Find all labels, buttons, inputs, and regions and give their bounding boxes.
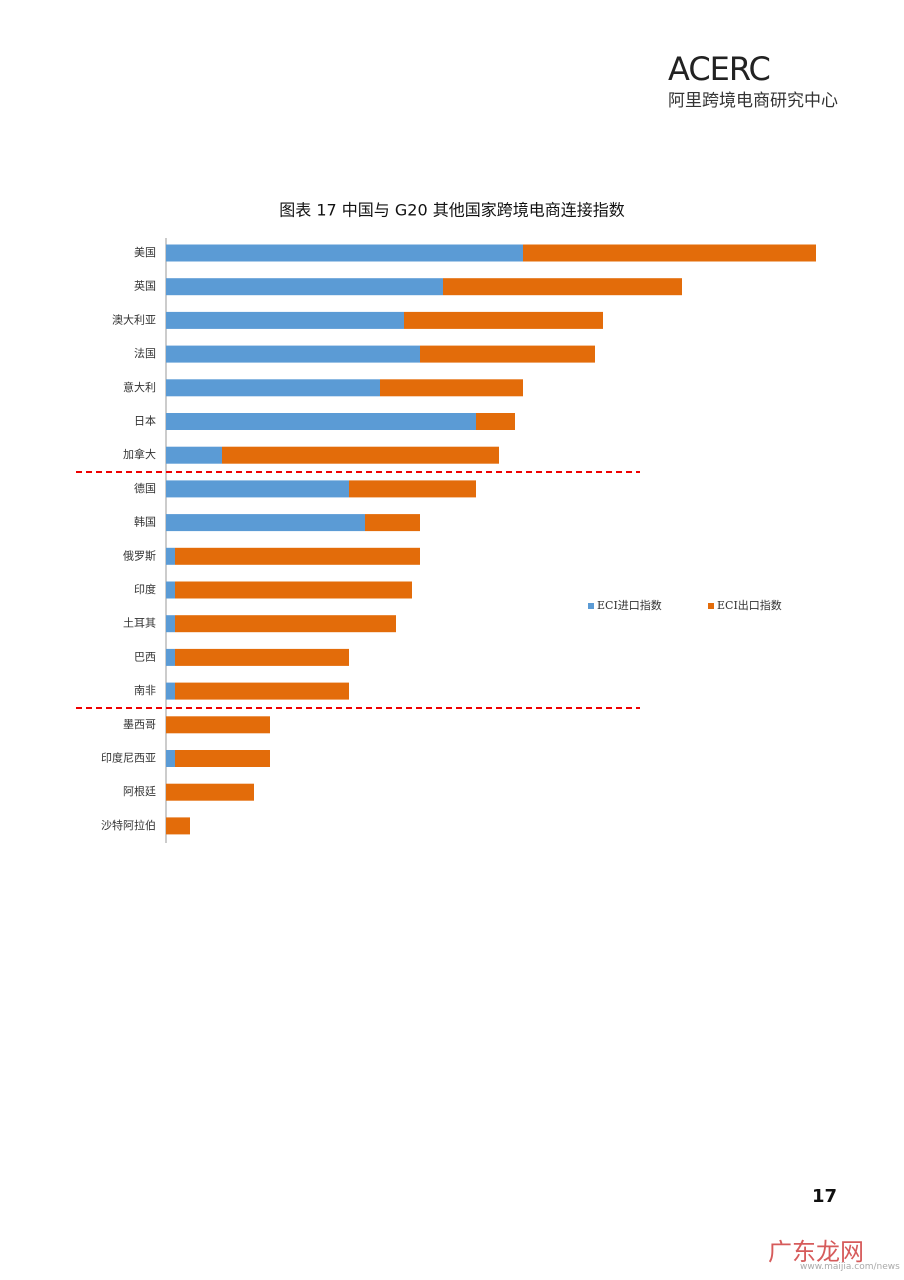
bar xyxy=(166,244,523,262)
category-label: 意大利 xyxy=(123,380,156,394)
category-label: 巴西 xyxy=(134,650,156,663)
bar xyxy=(222,446,499,464)
bar xyxy=(166,379,380,397)
bar xyxy=(166,682,175,700)
category-label: 印度尼西亚 xyxy=(101,751,156,765)
chart-title: 图表 17 中国与 G20 其他国家跨境电商连接指数 xyxy=(279,201,624,220)
category-label: 加拿大 xyxy=(123,447,156,461)
page-number: 17 xyxy=(812,1186,838,1207)
org-name: 阿里跨境电商研究中心 xyxy=(668,91,838,111)
bar xyxy=(175,682,349,700)
category-label: 澳大利亚 xyxy=(112,312,156,326)
bar xyxy=(166,413,476,430)
bar xyxy=(166,581,175,599)
category-label: 俄罗斯 xyxy=(123,549,156,562)
category-label: 英国 xyxy=(134,279,156,293)
bar xyxy=(166,817,190,835)
bar xyxy=(166,716,270,734)
bar xyxy=(404,311,603,329)
bar xyxy=(175,547,420,565)
bar xyxy=(523,244,816,262)
legend-swatch xyxy=(708,603,714,609)
category-label: 韩国 xyxy=(134,515,156,529)
watermark: 广东龙网 xyxy=(768,1238,864,1266)
bar xyxy=(166,345,420,363)
category-label: 南非 xyxy=(134,684,156,697)
watermark-url: www.maijia.com/news xyxy=(800,1262,900,1272)
bar xyxy=(175,581,412,599)
category-label: 沙特阿拉伯 xyxy=(101,818,156,832)
category-label: 德国 xyxy=(134,481,156,495)
bar xyxy=(166,783,254,801)
bar xyxy=(166,615,175,633)
bar xyxy=(365,514,420,532)
category-label: 美国 xyxy=(134,246,156,259)
bar xyxy=(166,480,349,498)
logo: ACERC xyxy=(668,50,771,88)
bar xyxy=(476,413,515,430)
bar xyxy=(443,278,682,296)
category-label: 印度 xyxy=(134,582,156,596)
category-label: 墨西哥 xyxy=(123,718,156,731)
bar xyxy=(420,345,595,363)
category-label: 土耳其 xyxy=(123,617,156,630)
bar xyxy=(175,615,396,633)
bar xyxy=(166,547,175,565)
category-label: 日本 xyxy=(134,414,156,428)
bar xyxy=(166,311,404,329)
bar xyxy=(166,648,175,666)
chart: 图表 17 中国与 G20 其他国家跨境电商连接指数 美国英国澳大利亚法国意大利… xyxy=(76,201,816,843)
bar xyxy=(166,278,443,296)
legend-label: ECI进口指数 xyxy=(597,598,662,612)
bar xyxy=(166,750,175,767)
category-label: 法国 xyxy=(134,346,156,360)
bar xyxy=(349,480,476,498)
bar xyxy=(175,648,349,666)
legend-label: ECI出口指数 xyxy=(717,598,782,612)
legend-swatch xyxy=(588,603,594,609)
category-label: 阿根廷 xyxy=(123,784,156,798)
bar xyxy=(380,379,523,397)
bar xyxy=(175,750,270,767)
bar xyxy=(166,514,365,532)
bar xyxy=(166,446,222,464)
